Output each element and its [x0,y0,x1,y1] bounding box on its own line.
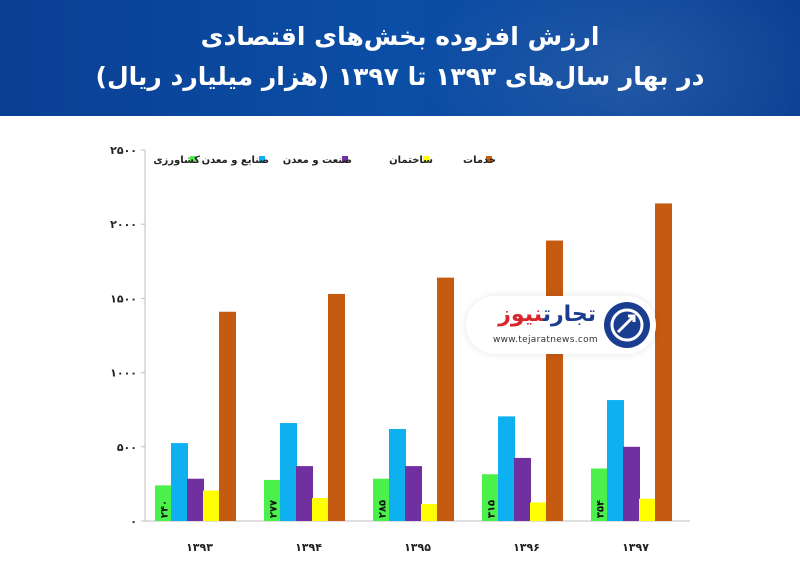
logo-url: www.tejaratnews.com [492,335,598,345]
legend-label: کشاورزی [153,155,200,166]
chart-title-line1: ارزش افزوده بخش‌های اقتصادی [200,22,600,51]
bar [280,423,297,521]
bar [187,478,204,521]
legend-label: صنعت و معدن [283,155,352,166]
bar [405,466,422,521]
y-tick-label: ۵۰۰ [117,441,137,454]
data-label: ۲۴۰ [160,500,171,518]
y-tick-label: ۲۰۰۰ [110,218,137,231]
y-tick-label: ۱۵۰۰ [110,292,137,305]
bar [328,293,345,521]
x-tick-label: ۱۳۹۶ [513,541,540,554]
bar [171,443,188,521]
legend-label: صنایع و معدن [202,155,269,166]
bar [437,277,454,521]
legend-label: خدمات [463,155,496,166]
bar [421,503,438,521]
header-banner: ارزش افزوده بخش‌های اقتصادی در بهار سال‌… [0,0,800,116]
logo-name-part1: تجارت [542,302,596,327]
data-label: ۳۵۴ [596,500,607,518]
tejaratnews-logo-icon [604,302,650,348]
bar [373,478,390,521]
bar [639,498,656,521]
legend-swatch [259,156,265,162]
bar [219,311,236,521]
data-label: ۲۷۷ [269,500,280,518]
legend-swatch [342,156,348,162]
logo-name-part2: نیوز [498,302,543,327]
x-tick-label: ۱۳۹۵ [404,541,431,554]
legend-swatch [486,156,492,162]
bar [514,457,531,521]
watermark-logo: تجارتنیوز www.tejaratnews.com [466,296,656,354]
y-tick-label: ۰ [130,515,137,528]
bar [482,474,499,521]
bar [498,416,515,521]
bar [546,240,563,522]
y-tick-label: ۱۰۰۰ [110,367,137,380]
bar [530,502,547,521]
bar [389,428,406,521]
x-tick-label: ۱۳۹۳ [186,541,213,554]
bar [296,466,313,521]
header-shine [420,0,800,116]
legend-label: ساختمان [389,155,433,166]
bar [655,203,672,521]
bar [623,446,640,521]
legend-swatch [190,156,196,162]
bar [203,490,220,521]
bar [155,485,172,521]
data-label: ۳۱۵ [487,500,498,518]
chart-title-line2: در بهار سال‌های ۱۳۹۳ تا ۱۳۹۷ (هزار میلیا… [95,62,705,91]
legend-swatch [423,156,429,162]
data-label: ۲۸۵ [378,500,389,518]
x-tick-label: ۱۳۹۴ [295,541,322,554]
y-tick-label: ۲۵۰۰ [110,144,137,157]
bar [591,468,608,521]
x-tick-label: ۱۳۹۷ [622,541,649,554]
bar [312,497,329,521]
bar [264,479,281,521]
logo-text: تجارتنیوز [498,302,596,327]
bar [607,400,624,521]
